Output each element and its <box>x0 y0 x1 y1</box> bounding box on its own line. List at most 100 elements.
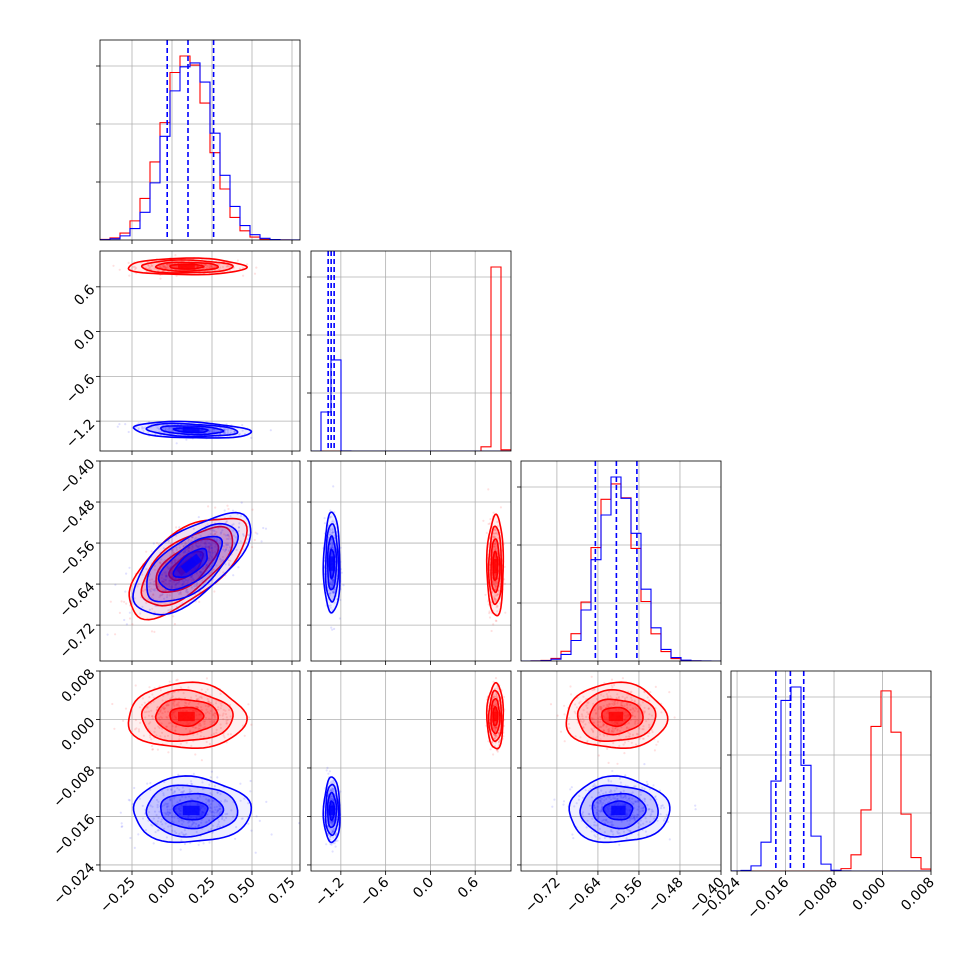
scatter-point <box>651 730 654 734</box>
scatter-point <box>193 585 196 588</box>
scatter-point <box>637 702 640 706</box>
scatter-point <box>195 830 198 834</box>
scatter-point <box>213 714 216 718</box>
scatter-point <box>336 839 339 842</box>
scatter-point <box>128 611 131 614</box>
scatter-point <box>255 266 258 269</box>
scatter-point <box>496 533 499 536</box>
scatter-point <box>207 264 210 267</box>
scatter-point <box>142 597 145 600</box>
scatter-point <box>179 591 182 594</box>
scatter-point <box>648 713 651 716</box>
scatter-point <box>168 426 171 429</box>
scatter-point <box>175 534 178 537</box>
scatter-point <box>494 700 497 703</box>
scatter-point <box>331 531 334 534</box>
scatter-point <box>495 585 498 588</box>
scatter-point <box>208 545 211 548</box>
scatter-point <box>621 704 624 708</box>
scatter-point <box>488 522 491 525</box>
scatter-point <box>141 605 144 609</box>
scatter-point <box>597 802 600 805</box>
scatter-point <box>153 727 157 730</box>
scatter-point <box>333 536 336 540</box>
hist-red-series <box>100 55 300 240</box>
scatter-point <box>175 442 178 445</box>
scatter-point <box>187 549 191 553</box>
scatter-point <box>492 696 495 699</box>
scatter-point <box>156 803 159 807</box>
scatter-point <box>616 762 619 765</box>
scatter-point <box>207 557 210 560</box>
scatter-point <box>181 790 184 793</box>
scatter-point <box>598 726 601 729</box>
scatter-point <box>494 704 497 707</box>
scatter-point <box>146 706 149 709</box>
scatter-point <box>331 789 334 793</box>
scatter-point <box>170 585 173 588</box>
scatter-point <box>226 265 229 268</box>
scatter-point <box>137 427 140 430</box>
scatter-point <box>597 720 600 724</box>
scatter-point <box>151 805 154 808</box>
scatter-point <box>661 804 664 807</box>
scatter-point <box>184 796 187 799</box>
scatter-point <box>601 819 604 822</box>
scatter-point <box>643 710 646 713</box>
scatter-point <box>614 727 617 730</box>
scatter-point <box>585 704 588 707</box>
scatter-point <box>171 586 174 589</box>
scatter-point <box>632 708 635 711</box>
scatter-point <box>162 590 165 593</box>
scatter-point <box>225 741 228 744</box>
scatter-point <box>234 541 237 545</box>
scatter-point <box>166 566 169 569</box>
scatter-point <box>223 819 226 822</box>
scatter-point <box>331 830 334 833</box>
scatter-point <box>636 710 640 713</box>
scatter-point <box>106 633 109 636</box>
scatter-point <box>325 843 328 846</box>
scatter-point <box>579 736 582 739</box>
scatter-point <box>329 581 333 584</box>
scatter-point <box>228 563 231 567</box>
scatter-point <box>563 740 566 743</box>
scatter-point <box>619 730 622 733</box>
scatter-point <box>212 533 215 537</box>
scatter-point <box>258 819 261 823</box>
scatter-point <box>331 579 334 582</box>
scatter-point <box>191 822 194 825</box>
scatter-point <box>603 734 606 737</box>
scatter-point <box>633 715 637 718</box>
scatter-point <box>247 822 250 825</box>
scatter-point <box>174 726 177 729</box>
scatter-point <box>204 712 207 715</box>
scatter-point <box>226 533 230 537</box>
scatter-point <box>152 542 155 545</box>
scatter-point <box>180 791 183 794</box>
scatter-point <box>224 548 228 551</box>
scatter-point <box>642 737 645 740</box>
scatter-point <box>207 800 211 803</box>
scatter-point <box>330 831 333 834</box>
scatter-point <box>605 725 608 728</box>
scatter-point <box>196 581 199 585</box>
scatter-point <box>331 590 334 593</box>
scatter-point <box>220 559 223 562</box>
scatter-point <box>495 727 498 730</box>
scatter-point <box>264 527 268 530</box>
scatter-point <box>151 715 154 718</box>
scatter-point <box>166 810 169 814</box>
scatter-point <box>165 574 168 578</box>
scatter-point <box>218 268 221 271</box>
scatter-point <box>599 715 602 719</box>
scatter-point <box>495 594 498 597</box>
scatter-point <box>331 580 335 584</box>
scatter-point <box>160 818 163 821</box>
scatter-point <box>223 431 226 434</box>
scatter-point <box>167 704 170 707</box>
scatter-point <box>182 550 185 554</box>
scatter-point <box>226 534 229 537</box>
scatter-point <box>330 515 333 518</box>
scatter-point <box>223 800 226 803</box>
